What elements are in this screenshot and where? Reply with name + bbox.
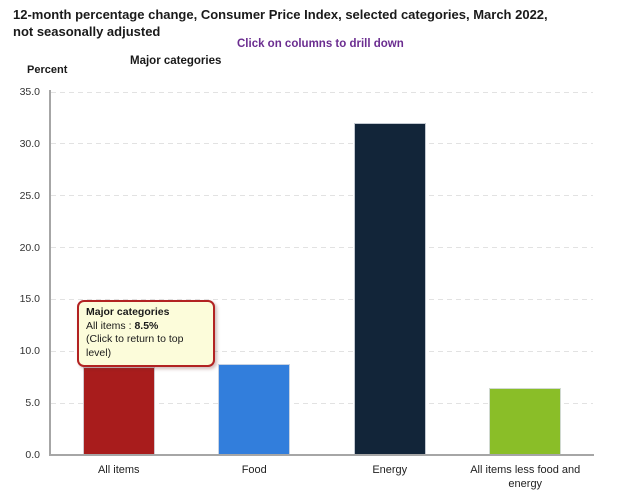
tooltip-note: (Click to return to top level) bbox=[86, 333, 184, 359]
y-tick-label: 15.0 bbox=[19, 293, 40, 306]
bar-all-items[interactable] bbox=[82, 366, 155, 455]
y-tick-label: 25.0 bbox=[19, 189, 40, 202]
gridline-30.0 bbox=[51, 143, 593, 145]
y-axis-line bbox=[49, 90, 51, 455]
x-axis-label: All items less food and energy bbox=[470, 464, 581, 490]
y-tick-label: 20.0 bbox=[19, 241, 40, 254]
y-tick-label: 0.0 bbox=[25, 449, 40, 461]
tooltip-value-line: All items : 8.5% bbox=[86, 320, 206, 334]
y-axis-unit-label: Percent bbox=[27, 64, 68, 76]
drilldown-hint: Click on columns to drill down bbox=[237, 38, 404, 50]
bar-all-items-less-food-and-energy[interactable] bbox=[489, 387, 562, 455]
chart-title-line1: 12-month percentage change, Consumer Pri… bbox=[13, 7, 548, 22]
gridline-25.0 bbox=[51, 195, 593, 197]
bar-energy[interactable] bbox=[353, 123, 426, 455]
category-group-label: Major categories bbox=[130, 55, 222, 67]
tooltip-header: Major categories bbox=[86, 306, 170, 318]
chart-title-line2: not seasonally adjusted bbox=[13, 23, 161, 39]
y-tick-label: 10.0 bbox=[19, 345, 40, 358]
x-axis-line bbox=[49, 454, 594, 456]
gridline-35.0 bbox=[51, 91, 593, 93]
y-tick-label: 35.0 bbox=[19, 86, 40, 98]
x-axis-label: All items bbox=[97, 464, 140, 476]
y-tick-label: 30.0 bbox=[19, 137, 40, 150]
chart-title: 12-month percentage change, Consumer Pri… bbox=[13, 7, 613, 40]
x-axis-label: Energy bbox=[372, 464, 408, 476]
gridline-15.0 bbox=[51, 298, 593, 300]
y-tick-label: 5.0 bbox=[25, 397, 40, 410]
tooltip-item-value: 8.5% bbox=[134, 319, 159, 332]
x-axis-label: Food bbox=[241, 464, 267, 476]
gridline-5.0 bbox=[51, 402, 593, 404]
gridline-10.0 bbox=[51, 350, 593, 352]
gridline-20.0 bbox=[51, 247, 593, 249]
bar-food[interactable] bbox=[218, 363, 291, 455]
tooltip-item-label: All items : bbox=[86, 319, 135, 332]
drilldown-tooltip[interactable]: Major categories All items : 8.5% (Click… bbox=[77, 300, 215, 367]
